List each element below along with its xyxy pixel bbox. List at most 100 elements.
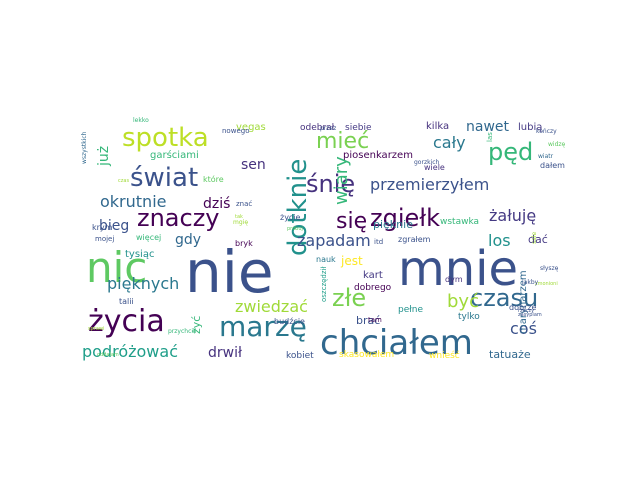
word-cloud-word: czas bbox=[118, 178, 129, 184]
word-cloud-word: marzę bbox=[219, 310, 307, 343]
word-cloud-word: mieć bbox=[316, 129, 369, 154]
word-cloud-word: tatuaże bbox=[489, 348, 531, 361]
word-cloud-word: bryk bbox=[235, 239, 253, 248]
word-cloud-word: wstawka bbox=[440, 217, 479, 227]
word-cloud-word: które bbox=[203, 174, 224, 184]
word-cloud-word: już bbox=[96, 146, 112, 167]
word-cloud-word: nowego bbox=[222, 127, 249, 135]
word-cloud-word: siebie bbox=[345, 123, 372, 133]
word-cloud-word: próbuj bbox=[287, 225, 303, 232]
word-cloud-word: dotknie bbox=[283, 159, 313, 256]
word-cloud-word: mnie bbox=[398, 241, 518, 297]
word-cloud-word: życia bbox=[88, 304, 165, 339]
word-cloud-word: coś bbox=[510, 319, 537, 338]
word-cloud-word: mojej bbox=[95, 235, 114, 243]
word-cloud-word: być bbox=[447, 291, 479, 312]
word-cloud-word: dobrego bbox=[354, 283, 392, 293]
word-cloud-word: mgię bbox=[233, 219, 248, 226]
word-cloud-word: widzę bbox=[548, 141, 566, 148]
word-cloud-word: jakby bbox=[521, 279, 539, 286]
word-cloud-word: zapadam bbox=[297, 231, 371, 250]
word-cloud-word: nie bbox=[185, 238, 274, 306]
word-cloud-word: się bbox=[336, 209, 367, 234]
word-cloud-word: wiary bbox=[331, 156, 352, 205]
word-cloud-word: cały bbox=[433, 133, 466, 152]
word-cloud-word: jest bbox=[340, 254, 363, 268]
word-cloud-word: śnię bbox=[306, 170, 355, 198]
word-cloud-word: kart bbox=[363, 270, 383, 281]
word-cloud-word: pięknie bbox=[373, 218, 413, 231]
word-cloud-word: tysiąc bbox=[125, 249, 154, 260]
word-cloud-word: pełne bbox=[398, 305, 424, 315]
word-cloud-word: kobiet bbox=[286, 351, 314, 361]
word-cloud-word: wszystkich bbox=[81, 131, 88, 164]
word-cloud-word: wiele bbox=[424, 163, 445, 172]
word-cloud-word: talii bbox=[119, 297, 134, 306]
word-cloud-word: pęd bbox=[488, 138, 533, 166]
word-cloud-word: zmonioni bbox=[535, 281, 558, 287]
word-cloud-word: zasypiam bbox=[518, 312, 542, 318]
word-cloud-word: oddalam bbox=[97, 352, 119, 358]
word-cloud-word: przemierzyłem bbox=[370, 175, 489, 194]
word-cloud-word: żałuję bbox=[489, 206, 536, 225]
word-cloud-word: itd bbox=[374, 238, 383, 246]
word-cloud-word: pięknych bbox=[107, 274, 179, 293]
word-cloud-word: spotka bbox=[122, 123, 209, 153]
word-cloud-word: zgiełk bbox=[370, 204, 440, 232]
word-cloud-word: tam bbox=[368, 316, 382, 324]
word-cloud-word: dobrze bbox=[509, 303, 537, 312]
word-cloud-word: dać bbox=[528, 233, 548, 246]
word-cloud-word: las bbox=[486, 132, 494, 142]
word-cloud-word: przez bbox=[320, 125, 336, 132]
word-cloud-word: okrutnie bbox=[100, 192, 166, 211]
word-cloud-word: nauk bbox=[316, 255, 336, 264]
word-cloud-word: bieg bbox=[99, 218, 129, 234]
word-cloud-word: znać bbox=[236, 200, 252, 208]
word-cloud-word: gdy bbox=[175, 232, 201, 248]
word-cloud-word: wnieść bbox=[429, 350, 460, 361]
word-cloud-word: tylko bbox=[458, 312, 480, 322]
word-cloud-word: świat bbox=[130, 163, 198, 193]
word-cloud-word: kończy bbox=[536, 128, 557, 135]
word-cloud-word: zwiedzać bbox=[235, 297, 308, 316]
word-cloud-word: marynarzem bbox=[518, 270, 529, 334]
word-cloud-word: sprawi bbox=[88, 326, 104, 332]
word-cloud-word: sen bbox=[241, 157, 266, 173]
word-cloud-word: żyć bbox=[190, 316, 203, 334]
word-cloud-word: zgrałem bbox=[398, 235, 431, 244]
word-cloud-word: piosenkarzem bbox=[343, 150, 413, 161]
word-cloud-word: dym bbox=[445, 275, 463, 284]
word-cloud-word: znaczy bbox=[137, 204, 220, 232]
word-cloud-word: rzeczy bbox=[518, 308, 534, 314]
word-cloud-word: lubią bbox=[518, 122, 542, 133]
word-cloud-word: przychcili bbox=[168, 328, 197, 335]
word-cloud-word: nic bbox=[86, 243, 147, 292]
word-cloud-word: los bbox=[488, 231, 511, 250]
word-cloud-word: sale bbox=[531, 232, 538, 244]
word-cloud-word: budźcie bbox=[274, 317, 305, 326]
word-cloud-word: garściami bbox=[150, 149, 199, 161]
word-cloud-word: krym bbox=[92, 223, 113, 232]
word-cloud-word: lekko bbox=[133, 117, 149, 124]
word-cloud-word: gorzkich bbox=[414, 159, 440, 166]
word-cloud-word: odebrał bbox=[300, 123, 335, 133]
word-cloud-word: słyszę bbox=[540, 265, 559, 272]
word-cloud-word: drwił bbox=[208, 345, 242, 361]
word-cloud-word: nawet bbox=[466, 119, 510, 135]
word-cloud-word: kilka bbox=[426, 121, 449, 132]
word-cloud-word: życie bbox=[280, 213, 301, 222]
word-cloud-word: czasu bbox=[470, 284, 538, 312]
word-cloud-word: dałem bbox=[540, 161, 565, 170]
word-cloud-word: vegas bbox=[236, 122, 266, 133]
word-cloud-word: skasowałem bbox=[339, 350, 394, 360]
word-cloud-word: dziś bbox=[203, 196, 230, 212]
word-cloud-word: chciałem bbox=[320, 323, 473, 363]
word-cloud-word: wiatr bbox=[538, 153, 554, 160]
word-cloud-word: brać bbox=[356, 314, 380, 327]
word-cloud-word: więcej bbox=[136, 233, 161, 242]
word-cloud-word: oszczędził bbox=[320, 267, 328, 303]
word-cloud-word: tak bbox=[235, 214, 243, 220]
word-cloud-word: złe bbox=[332, 284, 366, 312]
